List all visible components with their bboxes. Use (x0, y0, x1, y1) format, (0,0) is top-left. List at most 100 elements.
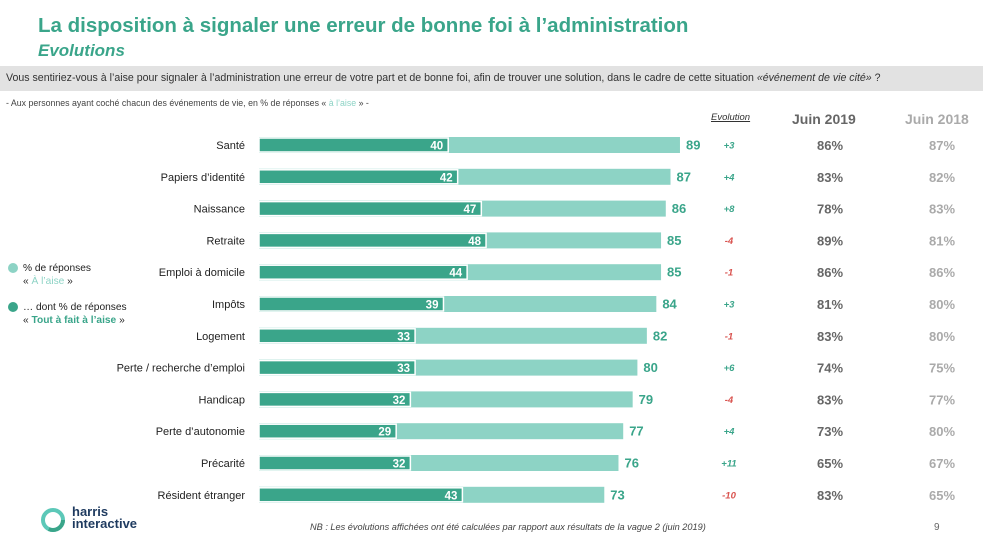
juin-2019-value: 73% (817, 424, 843, 439)
chart-subtitle: Evolutions (38, 41, 125, 60)
category-label: Papiers d’identité (161, 172, 245, 184)
bar-value-tout-a-fait: 40 (430, 141, 443, 153)
evolution-value: +3 (724, 300, 736, 311)
bar-value-a-laise: 73 (610, 487, 624, 502)
bar-tout-a-fait (258, 169, 459, 185)
footnote: NB : Les évolutions affichées ont été ca… (310, 522, 706, 532)
juin-2018-value: 87% (929, 138, 955, 153)
category-label: Retraite (206, 235, 245, 247)
juin-2018-value: 86% (929, 265, 955, 280)
bar-value-tout-a-fait: 33 (397, 331, 410, 343)
bar-value-a-laise: 82 (653, 328, 667, 343)
legend-light-dot-icon (8, 263, 18, 273)
category-label: Impôts (212, 299, 246, 311)
category-label: Précarité (201, 458, 245, 470)
bar-tout-a-fait (258, 264, 468, 280)
juin-2018-value: 75% (929, 361, 955, 376)
bar-value-a-laise: 76 (624, 456, 638, 471)
legend-quote-close: » (64, 276, 73, 287)
bar-value-tout-a-fait: 42 (440, 172, 453, 184)
bar-tout-a-fait (258, 423, 397, 439)
evolution-column-header: Evolution (711, 112, 751, 123)
legend-a-laise-label: À l’aise (31, 276, 65, 287)
bar-tout-a-fait (258, 391, 412, 408)
legend-dark-dot-icon (8, 302, 18, 312)
juin-2019-value: 83% (817, 392, 843, 407)
chart-title: La disposition à signaler une erreur de … (38, 14, 689, 37)
question-text: Vous sentiriez-vous à l’aise pour signal… (6, 72, 757, 84)
logo-ring-icon (41, 508, 65, 532)
evolution-value: +6 (724, 363, 736, 374)
question-banner: Vous sentiriez-vous à l’aise pour signal… (0, 66, 983, 91)
bar-value-a-laise: 79 (639, 392, 653, 407)
juin-2018-column-header: Juin 2018 (905, 111, 969, 127)
page-number: 9 (934, 522, 940, 533)
juin-2018-value: 77% (929, 392, 955, 407)
category-label: Perte / recherche d’emploi (117, 363, 245, 375)
category-label: Emploi à domicile (159, 267, 245, 279)
juin-2019-value: 78% (817, 202, 843, 217)
bar-value-tout-a-fait: 44 (449, 268, 462, 280)
bar-value-a-laise: 85 (667, 233, 681, 248)
juin-2018-value: 80% (929, 297, 955, 312)
category-label: Handicap (199, 394, 245, 406)
bar-value-a-laise: 84 (662, 297, 677, 312)
bar-value-tout-a-fait: 39 (426, 300, 439, 312)
bar-tout-a-fait (258, 328, 416, 344)
juin-2019-value: 83% (817, 329, 843, 344)
bar-value-a-laise: 87 (677, 169, 691, 184)
juin-2019-value: 65% (817, 456, 843, 471)
evolution-value: +4 (724, 172, 736, 183)
juin-2019-value: 86% (817, 265, 843, 280)
logo-line1: harris (72, 504, 109, 519)
base-note-pre: - Aux personnes ayant coché chacun des é… (6, 98, 329, 108)
juin-2018-value: 65% (929, 488, 955, 503)
legend-item-tout-a-fait: … dont % de réponses « Tout à fait à l’a… (8, 301, 127, 327)
bar-value-a-laise: 86 (672, 201, 686, 216)
juin-2019-value: 74% (817, 361, 843, 376)
bar-tout-a-fait (258, 200, 483, 217)
bar-value-a-laise: 77 (629, 424, 643, 439)
juin-2018-value: 67% (929, 456, 955, 471)
legend-item-tout-a-fait-line1: … dont % de réponses (23, 302, 127, 313)
juin-2019-value: 83% (817, 170, 843, 185)
question-italic: «événement de vie cité» (756, 72, 872, 84)
bar-tout-a-fait (258, 455, 412, 471)
legend-quote-close: » (116, 315, 125, 326)
bar-value-a-laise: 89 (686, 138, 700, 153)
legend-quote-open: « (23, 276, 32, 287)
juin-2019-value: 83% (817, 488, 843, 503)
bar-tout-a-fait (258, 296, 445, 312)
base-note-post: » - (356, 98, 369, 108)
evolution-value: -1 (725, 268, 733, 279)
legend-item-a-laise: % de réponses « À l’aise » (8, 262, 91, 288)
legend-item-a-laise-line2: « À l’aise » (23, 275, 91, 288)
bar-value-tout-a-fait: 32 (393, 459, 406, 471)
evolution-value: -4 (725, 236, 734, 247)
juin-2018-value: 82% (929, 170, 955, 185)
evolution-value: +8 (724, 204, 736, 215)
juin-2019-value: 81% (817, 297, 843, 312)
bar-tout-a-fait (258, 359, 416, 376)
legend-item-tout-a-fait-line2: « Tout à fait à l’aise » (23, 314, 127, 327)
legend-tout-a-fait-label: Tout à fait à l’aise (31, 315, 117, 326)
bar-value-tout-a-fait: 29 (378, 427, 391, 439)
bar-value-tout-a-fait: 43 (445, 490, 458, 502)
bar-tout-a-fait (258, 232, 487, 249)
juin-2018-value: 80% (929, 424, 955, 439)
juin-2018-value: 83% (929, 202, 955, 217)
juin-2018-value: 81% (929, 233, 955, 248)
question-end: ? (871, 72, 881, 84)
category-label: Résident étranger (158, 490, 246, 502)
evolution-value: +11 (721, 459, 736, 470)
harris-interactive-logo: harris interactive (40, 505, 137, 534)
bar-value-tout-a-fait: 47 (464, 204, 477, 216)
bar-value-tout-a-fait: 32 (393, 395, 406, 407)
category-label: Santé (216, 140, 245, 152)
evolution-value: +4 (724, 427, 736, 438)
evolution-value: -1 (725, 331, 733, 342)
bar-value-a-laise: 85 (667, 265, 681, 280)
base-note-highlight: à l’aise (328, 98, 357, 108)
bar-tout-a-fait (258, 137, 449, 153)
